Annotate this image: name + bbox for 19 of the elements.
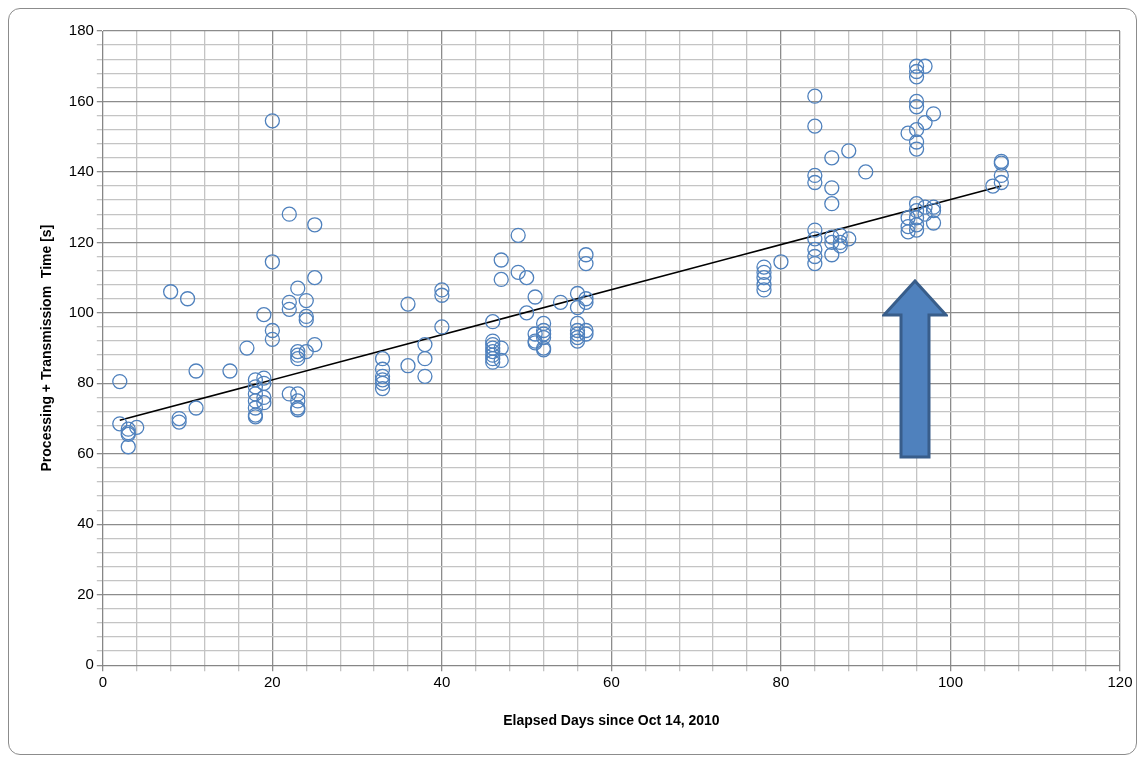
y-tick-label: 140 <box>68 162 94 180</box>
y-axis-title: Processing + Transmissiom Time [s] <box>38 224 55 472</box>
x-axis-title: Elapsed Days since Oct 14, 2010 <box>503 712 720 729</box>
x-tick-label: 0 <box>98 673 107 691</box>
x-tick-label: 20 <box>264 673 281 691</box>
y-tick-label: 160 <box>68 91 94 109</box>
x-tick-label: 120 <box>1107 673 1133 691</box>
y-tick-label: 0 <box>85 655 94 673</box>
y-tick-label: 80 <box>77 373 94 391</box>
y-tick-label: 120 <box>68 232 94 250</box>
y-tick-label: 20 <box>77 584 94 602</box>
y-tick-label: 180 <box>68 21 94 39</box>
y-tick-label: 60 <box>77 443 94 461</box>
y-tick-label: 40 <box>77 514 94 532</box>
y-tick-label: 100 <box>68 303 94 321</box>
x-tick-label: 100 <box>937 673 963 691</box>
x-tick-label: 60 <box>603 673 620 691</box>
x-tick-label: 80 <box>772 673 790 691</box>
x-tick-label: 40 <box>433 673 451 691</box>
